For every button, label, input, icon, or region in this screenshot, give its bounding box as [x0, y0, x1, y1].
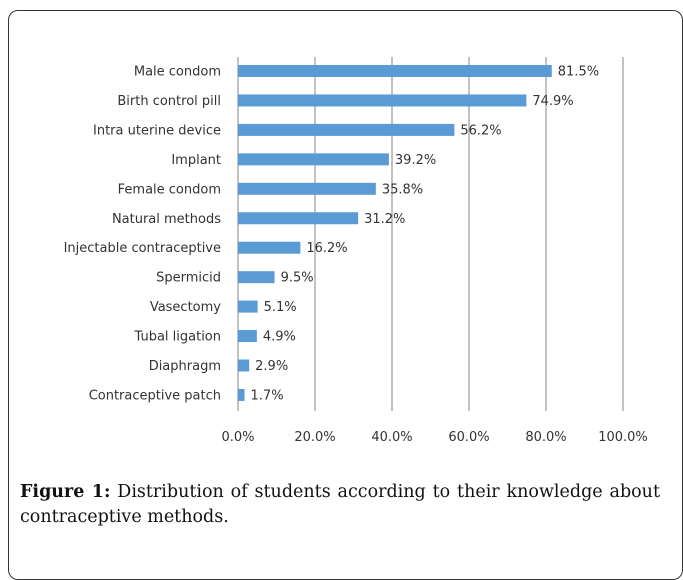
value-label: 5.1% [264, 300, 297, 315]
bar [238, 94, 527, 107]
category-label: Injectable contraceptive [64, 241, 221, 256]
x-tick-label: 100.0% [598, 430, 648, 445]
bar [238, 300, 258, 313]
bar [238, 153, 389, 166]
category-label: Spermicid [156, 271, 221, 286]
value-label: 74.9% [532, 94, 573, 109]
bar [238, 330, 257, 343]
value-label: 56.2% [460, 123, 501, 138]
bar [238, 359, 250, 372]
category-label: Female condom [118, 182, 221, 197]
category-label: Diaphragm [149, 359, 221, 374]
caption-text: Distribution of students according to th… [20, 482, 660, 527]
bar [238, 212, 359, 225]
x-tick-label: 0.0% [221, 430, 254, 445]
category-label: Male condom [134, 65, 221, 80]
category-label: Birth control pill [117, 94, 221, 109]
figure-caption: Figure 1: Distribution of students accor… [20, 480, 660, 530]
bar [238, 182, 376, 195]
figure-label: Figure 1: [20, 482, 111, 502]
bar [238, 65, 552, 77]
value-label: 4.9% [263, 330, 296, 345]
gridlines [237, 57, 624, 411]
category-label: Implant [171, 153, 221, 168]
bar [238, 271, 275, 284]
value-label: 2.9% [255, 359, 288, 374]
bar-chart: Male condom Birth control pill Intra uteri… [64, 57, 648, 445]
category-label: Intra uterine device [93, 123, 221, 138]
x-tick-label: 20.0% [294, 430, 335, 445]
category-label: Vasectomy [150, 300, 221, 315]
x-tick-label: 40.0% [371, 430, 412, 445]
value-label: 35.8% [382, 182, 423, 197]
category-label: Contraceptive patch [89, 388, 221, 403]
x-tick-label: 60.0% [448, 430, 489, 445]
category-label: Natural methods [112, 212, 221, 227]
bar [238, 388, 245, 401]
value-label: 81.5% [558, 65, 599, 80]
category-label: Tubal ligation [133, 330, 221, 345]
value-label: 9.5% [281, 271, 314, 286]
value-label: 31.2% [364, 212, 405, 227]
value-label: 1.7% [251, 388, 284, 403]
value-label: 39.2% [395, 153, 436, 168]
value-label: 16.2% [306, 241, 347, 256]
bars [238, 65, 552, 401]
bar [238, 241, 301, 254]
value-labels: 81.5% 74.9% 56.2% 39.2% 35.8% 31.2% 16.2% 9.5% 5… [251, 65, 600, 404]
x-tick-label: 80.0% [525, 430, 566, 445]
bar [238, 123, 455, 136]
x-tick-labels: 0.0% 20.0% 40.0% 60.0% 80.0% 100.0% [221, 430, 647, 445]
category-labels: Male condom Birth control pill Intra uteri… [64, 65, 222, 404]
